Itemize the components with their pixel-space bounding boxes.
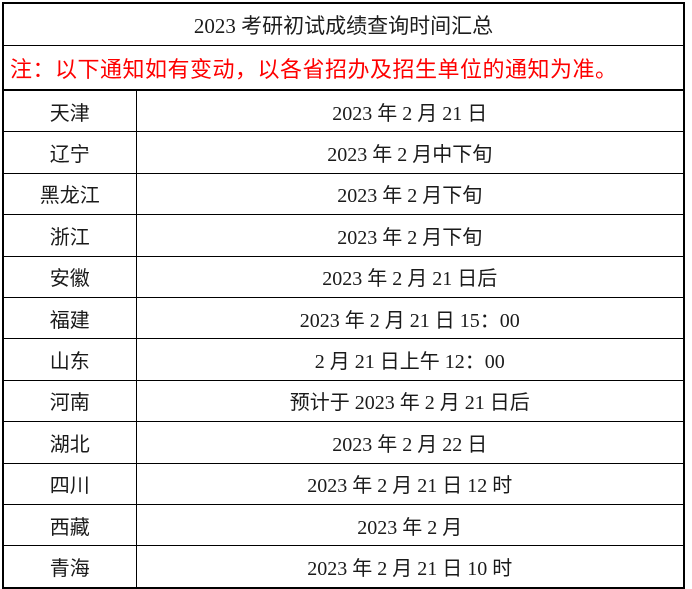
- province-cell: 青海: [2, 545, 137, 589]
- province-cell: 河南: [2, 379, 137, 423]
- table-row: 福建 2023 年 2 月 21 日 15：00: [2, 296, 685, 340]
- table-note: 注：以下通知如有变动，以各省招办及招生单位的通知为准。: [2, 45, 685, 91]
- query-time-cell: 2 月 21 日上午 12：00: [135, 338, 685, 381]
- query-time-cell: 2023 年 2 月下旬: [135, 172, 685, 216]
- query-time-cell: 2023 年 2 月: [135, 503, 685, 547]
- table-row: 青海 2023 年 2 月 21 日 10 时: [2, 545, 685, 589]
- table-row: 辽宁 2023 年 2 月中下旬: [2, 131, 685, 174]
- table-row: 浙江 2023 年 2 月下旬: [2, 214, 685, 257]
- query-time-cell: 预计于 2023 年 2 月 21 日后: [135, 379, 685, 423]
- table-row: 安徽 2023 年 2 月 21 日后: [2, 255, 685, 298]
- province-cell: 安徽: [2, 255, 137, 298]
- table-row: 四川 2023 年 2 月 21 日 12 时: [2, 462, 685, 505]
- table-title-row: 2023 考研初试成绩查询时间汇总: [2, 2, 685, 46]
- table-row: 河南 预计于 2023 年 2 月 21 日后: [2, 379, 685, 423]
- province-cell: 山东: [2, 338, 137, 381]
- table-row: 黑龙江 2023 年 2 月下旬: [2, 172, 685, 216]
- query-time-cell: 2023 年 2 月 21 日 15：00: [135, 296, 685, 340]
- query-time-cell: 2023 年 2 月 21 日: [135, 89, 685, 133]
- query-time-cell: 2023 年 2 月下旬: [135, 214, 685, 257]
- table-header-section: 2023 考研初试成绩查询时间汇总 注：以下通知如有变动，以各省招办及招生单位的…: [2, 2, 685, 91]
- province-cell: 湖北: [2, 421, 137, 464]
- province-cell: 黑龙江: [2, 172, 137, 216]
- table-note-row: 注：以下通知如有变动，以各省招办及招生单位的通知为准。: [2, 45, 685, 91]
- table-body: 天津 2023 年 2 月 21 日 辽宁 2023 年 2 月中下旬 黑龙江 …: [2, 89, 685, 589]
- table-row: 西藏 2023 年 2 月: [2, 503, 685, 547]
- query-time-cell: 2023 年 2 月 21 日 10 时: [135, 545, 685, 589]
- province-cell: 四川: [2, 462, 137, 505]
- province-cell: 浙江: [2, 214, 137, 257]
- province-cell: 福建: [2, 296, 137, 340]
- table-row: 天津 2023 年 2 月 21 日: [2, 89, 685, 133]
- query-time-cell: 2023 年 2 月 21 日 12 时: [135, 462, 685, 505]
- province-cell: 天津: [2, 89, 137, 133]
- table-row: 湖北 2023 年 2 月 22 日: [2, 421, 685, 464]
- table-title: 2023 考研初试成绩查询时间汇总: [2, 2, 685, 46]
- province-cell: 辽宁: [2, 131, 137, 174]
- province-cell: 西藏: [2, 503, 137, 547]
- query-time-cell: 2023 年 2 月中下旬: [135, 131, 685, 174]
- query-time-cell: 2023 年 2 月 22 日: [135, 421, 685, 464]
- query-time-cell: 2023 年 2 月 21 日后: [135, 255, 685, 298]
- table-row: 山东 2 月 21 日上午 12：00: [2, 338, 685, 381]
